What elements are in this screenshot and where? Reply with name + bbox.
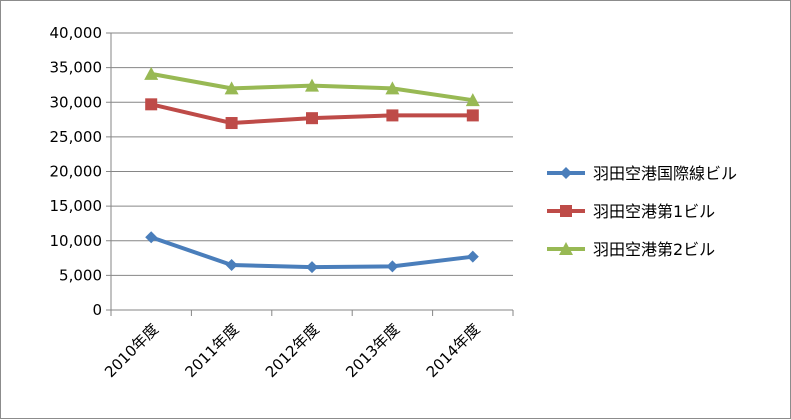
x-tick-label: 2010年度	[101, 320, 162, 381]
data-point	[145, 98, 158, 111]
x-tick-label: 2012年度	[262, 320, 323, 381]
legend-marker	[559, 242, 573, 255]
series-3	[144, 66, 480, 107]
data-point	[305, 78, 319, 92]
legend-entry: 羽田空港国際線ビル	[547, 164, 737, 183]
data-point	[225, 117, 238, 130]
y-tick-label: 25,000	[50, 128, 103, 146]
y-tick-label: 15,000	[50, 197, 103, 215]
legend-entry: 羽田空港第1ビル	[547, 202, 715, 221]
y-tick-label: 10,000	[50, 232, 103, 250]
y-tick-labels: 0 5,000 10,000 15,000 20,000 25,000 30,000 35,0…	[50, 24, 103, 319]
data-point	[386, 260, 399, 273]
data-point	[466, 109, 479, 122]
axes	[106, 32, 514, 316]
y-tick-label: 5,000	[59, 266, 102, 284]
data-point	[145, 231, 158, 244]
y-tick-label: 35,000	[50, 59, 103, 77]
data-point	[144, 66, 159, 80]
legend-label: 羽田空港第1ビル	[593, 202, 715, 221]
data-point	[465, 93, 480, 107]
data-point	[306, 261, 318, 274]
y-tick-label: 0	[92, 301, 102, 319]
series-1	[145, 231, 479, 274]
x-tick-labels: 2010年度 2011年度 2012年度 2013年度 2014年度	[101, 320, 484, 381]
legend-label: 羽田空港第2ビル	[593, 240, 715, 259]
data-point	[386, 109, 399, 122]
legend-marker	[560, 167, 572, 179]
series	[144, 66, 480, 274]
x-tick-label: 2011年度	[181, 320, 242, 381]
y-tick-label: 40,000	[50, 24, 103, 42]
data-point	[224, 81, 239, 95]
gridlines	[111, 32, 513, 276]
data-point	[225, 258, 238, 271]
x-tick-label: 2013年度	[342, 320, 403, 381]
series-2	[145, 98, 479, 130]
legend-entry: 羽田空港第2ビル	[547, 240, 715, 259]
legend-label: 羽田空港国際線ビル	[593, 164, 737, 183]
data-point	[466, 250, 479, 263]
data-point	[306, 112, 318, 125]
y-tick-label: 30,000	[50, 93, 103, 111]
x-tick-label: 2014年度	[423, 320, 484, 381]
data-point	[385, 81, 400, 95]
y-tick-label: 20,000	[50, 163, 103, 181]
legend-marker	[560, 205, 572, 217]
